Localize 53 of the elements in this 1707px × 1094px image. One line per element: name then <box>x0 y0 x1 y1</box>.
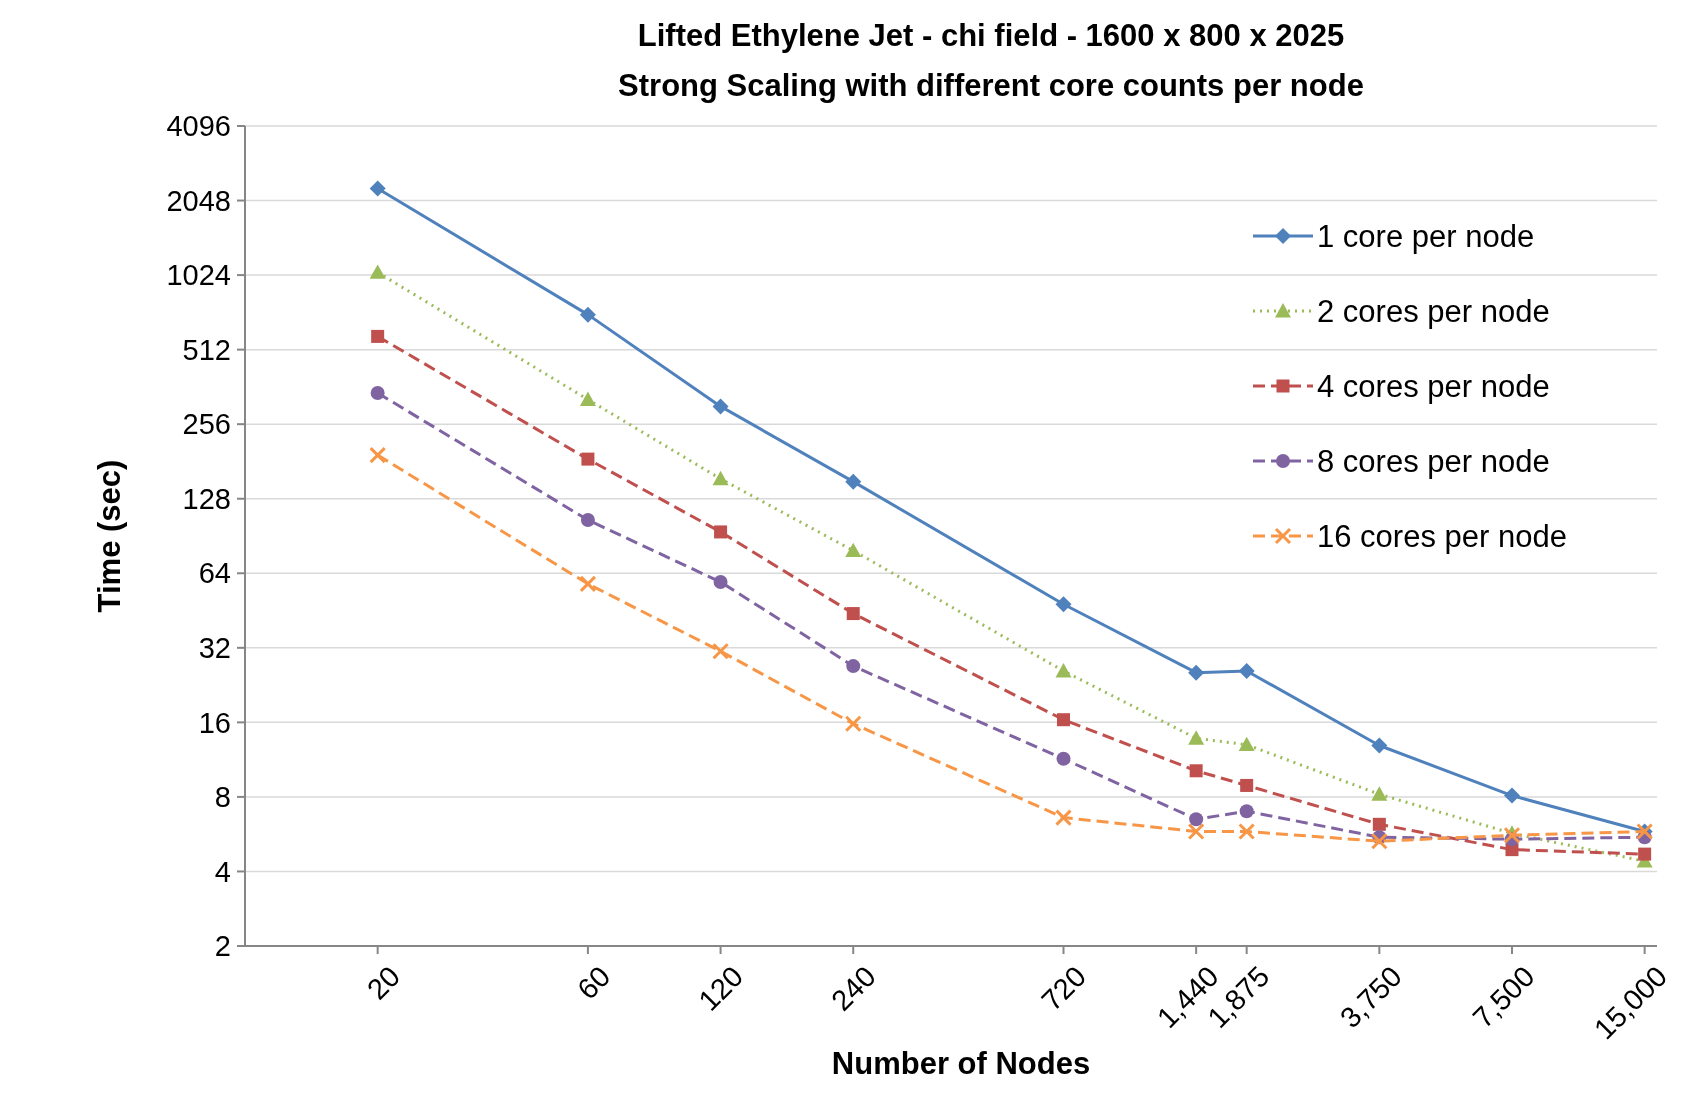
point <box>1370 832 1388 850</box>
y-tick-label: 16 <box>198 706 231 739</box>
y-tick-label: 2048 <box>166 184 231 217</box>
y-tick-label: 256 <box>182 408 231 441</box>
x-tick-label: 240 <box>824 959 882 1017</box>
point <box>712 398 729 415</box>
point <box>1238 662 1255 679</box>
point <box>1238 822 1256 840</box>
y-tick-label: 4 <box>214 855 231 888</box>
point <box>712 642 730 660</box>
legend-label: 8 cores per node <box>1317 443 1550 479</box>
point <box>1371 786 1388 801</box>
x-axis-title: Number of Nodes <box>831 1046 1091 1081</box>
point <box>844 715 862 733</box>
y-tick-label: 128 <box>182 482 231 515</box>
point <box>845 542 862 558</box>
y-tick-label: 64 <box>198 557 231 590</box>
x-tick-label: 20 <box>360 959 407 1006</box>
point <box>845 473 862 490</box>
point <box>1638 847 1652 861</box>
point <box>846 659 861 674</box>
y-tick-label: 1024 <box>166 259 231 292</box>
legend-label: 16 cores per node <box>1317 518 1567 554</box>
legend-label: 1 core per node <box>1317 218 1535 254</box>
point <box>581 452 595 466</box>
point <box>714 525 728 539</box>
point <box>1372 817 1386 831</box>
point <box>1240 778 1254 792</box>
x-tick-label: 720 <box>1035 959 1093 1017</box>
point <box>846 607 860 621</box>
chart-subtitle: Strong Scaling with different core counts per node <box>618 68 1364 103</box>
chart-title: Lifted Ethylene Jet - chi field - 1600 x 800 x 2025 <box>637 18 1345 53</box>
point <box>579 575 597 593</box>
point <box>580 513 595 528</box>
point <box>712 470 729 486</box>
point <box>579 391 596 406</box>
y-tick-label: 2 <box>214 930 231 963</box>
point <box>579 306 596 323</box>
y-tick-label: 8 <box>214 781 231 814</box>
y-tick-label: 32 <box>198 631 231 664</box>
x-tick-label: 120 <box>692 959 750 1017</box>
point <box>1503 787 1520 804</box>
point <box>1503 826 1521 844</box>
x-tick-label: 60 <box>571 959 617 1006</box>
legend-label: 2 cores per node <box>1317 293 1550 329</box>
y-axis-title: Time (sec) <box>92 459 127 613</box>
y-tick-label: 512 <box>182 333 231 366</box>
y-tick-label: 4096 <box>166 110 231 143</box>
point <box>1239 804 1254 819</box>
point <box>1238 736 1255 752</box>
legend-label: 4 cores per node <box>1317 368 1550 404</box>
point <box>713 575 728 590</box>
point <box>1371 737 1388 754</box>
